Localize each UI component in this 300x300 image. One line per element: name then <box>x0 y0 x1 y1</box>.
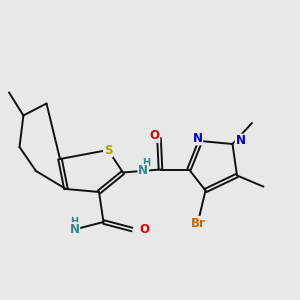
Text: H: H <box>70 217 79 227</box>
Text: O: O <box>140 223 149 236</box>
Text: N: N <box>192 131 203 145</box>
Text: H: H <box>142 158 150 169</box>
Text: N: N <box>236 134 245 148</box>
Text: N: N <box>138 164 148 178</box>
Text: N: N <box>69 223 80 236</box>
Text: Br: Br <box>191 217 206 230</box>
Text: O: O <box>149 129 160 142</box>
Text: S: S <box>104 143 112 157</box>
